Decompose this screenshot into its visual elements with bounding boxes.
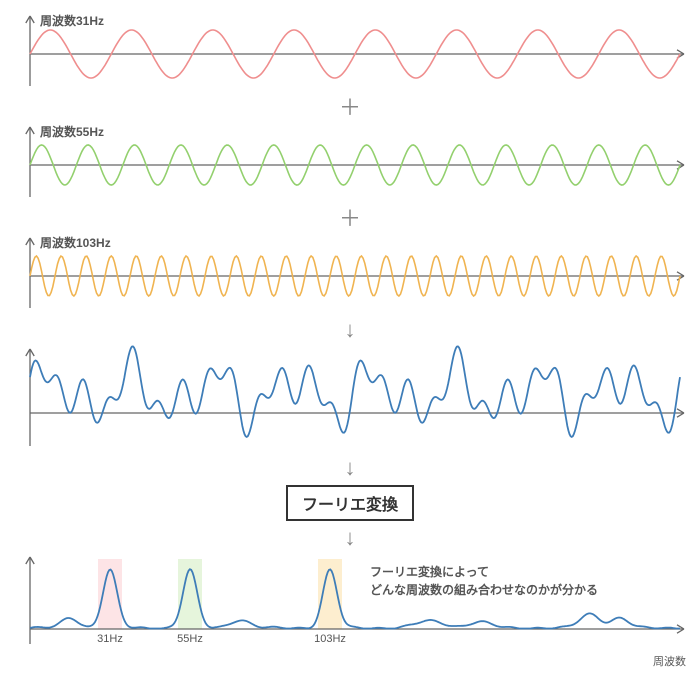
spectrum-tick-label: 31Hz xyxy=(97,633,123,645)
spectrum-x-axis-label: 周波数 xyxy=(653,653,686,669)
wave-label-3: 周波数103Hz xyxy=(40,234,111,251)
wave-label-1: 周波数31Hz xyxy=(40,12,104,29)
fourier-box-label: フーリエ変換 xyxy=(286,485,414,521)
spectrum-tick-label: 103Hz xyxy=(314,633,346,645)
plus-1: ＋ xyxy=(10,97,690,119)
down-3: ↓ xyxy=(10,527,690,549)
fourier-box: フーリエ変換 xyxy=(10,485,690,521)
spectrum-tick-label: 55Hz xyxy=(177,633,203,645)
plus-2: ＋ xyxy=(10,208,690,230)
spectrum-panel: 周波数 31Hz55Hz103Hzフーリエ変換によってどんな周波数の組み合わせな… xyxy=(10,551,690,651)
combined-svg xyxy=(10,343,690,448)
wave-svg-3 xyxy=(10,232,690,310)
wave-panel-2: 周波数55Hz xyxy=(10,121,690,204)
wave-panel-3: 周波数103Hz xyxy=(10,232,690,315)
combined-panel xyxy=(10,343,690,453)
down-2: ↓ xyxy=(10,457,690,479)
wave-panel-1: 周波数31Hz xyxy=(10,10,690,93)
spectrum-caption-line: どんな周波数の組み合わせなのかが分かる xyxy=(370,581,598,598)
wave-svg-2 xyxy=(10,121,690,199)
down-1: ↓ xyxy=(10,319,690,341)
wave-svg-1 xyxy=(10,10,690,88)
wave-label-2: 周波数55Hz xyxy=(40,123,104,140)
spectrum-caption-line: フーリエ変換によって xyxy=(370,563,489,580)
spectrum-svg xyxy=(10,551,690,646)
